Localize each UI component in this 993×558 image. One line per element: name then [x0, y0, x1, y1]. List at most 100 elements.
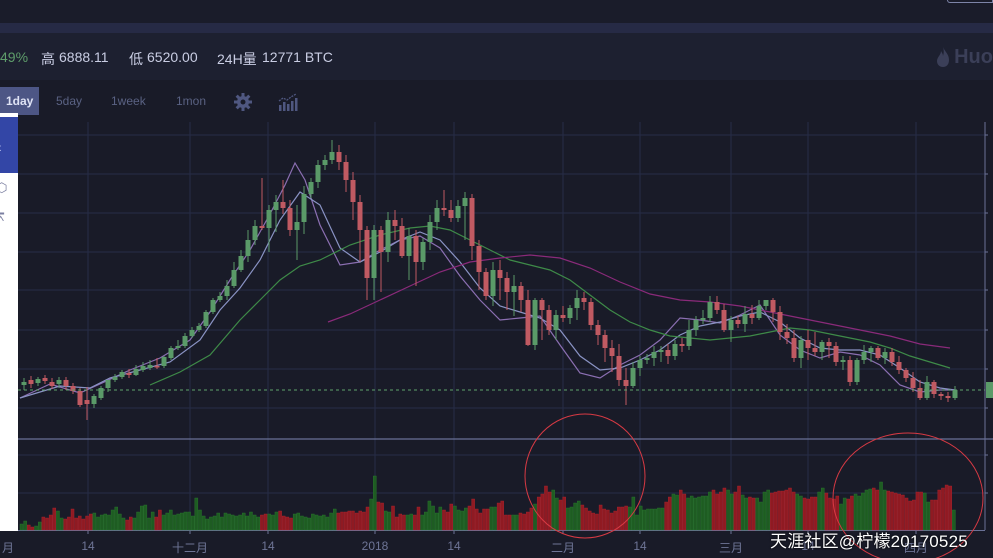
- candle-body: [112, 377, 118, 380]
- volume-bar: [890, 491, 894, 531]
- candlestick-chart[interactable]: [18, 120, 993, 558]
- interval-1day[interactable]: 1day: [0, 87, 39, 115]
- interval-5day[interactable]: 5day: [56, 94, 83, 108]
- candle-body: [623, 380, 629, 386]
- volume-bar: [766, 489, 770, 531]
- candle-body: [427, 222, 433, 242]
- volume-bar: [504, 514, 508, 531]
- top-right-tab[interactable]: [947, 0, 993, 3]
- candle-body: [630, 368, 636, 386]
- volume-bar: [664, 501, 668, 531]
- volume-bar: [719, 491, 723, 531]
- volume-bar: [904, 497, 909, 531]
- volume-bar: [788, 487, 792, 531]
- volume-bar: [150, 511, 155, 531]
- volume-bar: [198, 509, 202, 531]
- candle-body: [609, 348, 615, 356]
- volume-bar: [587, 510, 592, 531]
- volume-bar: [96, 516, 100, 531]
- candle-body: [665, 350, 671, 356]
- candle-body: [420, 242, 426, 262]
- volume-bar: [402, 514, 406, 531]
- volume-bar: [121, 517, 126, 531]
- low-label: 低: [129, 51, 143, 67]
- volume-bar: [333, 508, 337, 531]
- candle-body: [98, 388, 104, 398]
- candle-body: [203, 312, 209, 326]
- candle-body: [819, 342, 825, 352]
- candle-body: [686, 330, 692, 346]
- volume-bar: [464, 507, 468, 531]
- volume-bar: [780, 490, 785, 531]
- candle-body: [777, 312, 783, 332]
- volume-bar: [839, 503, 843, 531]
- volume-bar: [817, 491, 821, 531]
- hexagon-icon[interactable]: ⬡: [0, 180, 8, 195]
- volume-label: 24H量: [217, 51, 257, 67]
- candle-body: [147, 365, 153, 368]
- candle-body: [693, 320, 699, 330]
- candle-body: [910, 378, 916, 388]
- volume-bar: [442, 509, 446, 531]
- volume-bar: [577, 500, 581, 531]
- volume-bar: [802, 497, 807, 531]
- candle-body: [301, 194, 307, 222]
- volume-bar: [158, 509, 162, 531]
- volume-bar: [176, 513, 180, 531]
- pin-icon[interactable]: ⩞: [0, 210, 5, 224]
- indicator-chart-icon[interactable]: [278, 92, 298, 112]
- volume-bar: [413, 514, 417, 531]
- volume-bar: [180, 512, 184, 531]
- volume-bar: [799, 495, 803, 531]
- volume-bar: [496, 502, 501, 531]
- volume-bar: [642, 509, 647, 531]
- candle-body: [343, 162, 349, 180]
- candle-body: [42, 378, 48, 381]
- sidebar-collapse-button[interactable]: ‹: [0, 117, 18, 173]
- volume-bar: [92, 512, 97, 531]
- volume-bar: [394, 516, 399, 531]
- volume-bar: [325, 516, 330, 531]
- volume-bar: [686, 497, 690, 531]
- candle-body: [952, 390, 958, 398]
- volume-bar: [708, 491, 712, 531]
- volume-bar: [562, 496, 566, 531]
- candle-body: [252, 226, 258, 240]
- candle-body: [483, 272, 489, 296]
- candle-body: [175, 346, 181, 348]
- interval-1mon[interactable]: 1mon: [176, 94, 207, 108]
- candle-body: [196, 326, 202, 330]
- interval-1week[interactable]: 1week: [111, 94, 146, 108]
- candle-body: [854, 360, 860, 382]
- top-bar: [0, 0, 993, 23]
- candle-body: [308, 182, 314, 194]
- volume-bar: [347, 510, 352, 531]
- candle-body: [217, 296, 223, 300]
- volume-bar: [187, 511, 191, 531]
- volume-bar: [409, 513, 413, 531]
- candle-body: [581, 298, 587, 302]
- volume-bar: [857, 495, 861, 531]
- x-axis-label: 2018: [361, 539, 389, 553]
- volume-bar: [828, 497, 832, 531]
- volume-bar: [620, 506, 625, 531]
- volume-bar: [260, 514, 264, 531]
- drawing-tools-sidebar: ‹ ⬡ ⩞: [0, 113, 18, 531]
- volume-bar: [649, 508, 654, 531]
- ma-line-ma5: [19, 161, 955, 399]
- x-axis-label: 四月: [903, 541, 929, 555]
- volume-bar: [296, 512, 301, 531]
- volume-bar: [507, 514, 512, 531]
- volume-bar: [70, 508, 75, 531]
- logo-text: Huo: [954, 45, 993, 68]
- candle-body: [679, 344, 685, 346]
- volume-bar: [475, 508, 479, 531]
- volume-bar: [300, 515, 304, 531]
- volume-bar: [322, 514, 326, 531]
- volume-bar: [850, 495, 854, 531]
- candle-body: [518, 286, 524, 300]
- volume-bar: [777, 490, 781, 531]
- volume-bar: [165, 512, 169, 531]
- candle-body: [637, 360, 643, 368]
- gear-icon[interactable]: [233, 92, 253, 112]
